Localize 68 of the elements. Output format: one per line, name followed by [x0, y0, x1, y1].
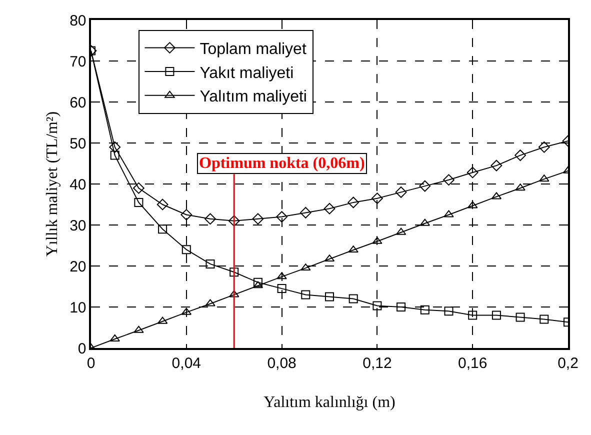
- point: [515, 184, 526, 191]
- point: [490, 160, 502, 172]
- point: [324, 202, 336, 214]
- point: [228, 215, 240, 227]
- point: [276, 211, 288, 222]
- point: [372, 192, 383, 204]
- point: [395, 186, 407, 198]
- point: [230, 268, 239, 277]
- point: [206, 259, 215, 268]
- point: [276, 272, 287, 280]
- y-tick-label: 80: [70, 12, 86, 30]
- point: [444, 210, 454, 218]
- point: [348, 196, 360, 208]
- point: [466, 166, 478, 178]
- point: [109, 141, 121, 153]
- point: [277, 284, 286, 294]
- legend-label: Toplam maliyet: [200, 40, 307, 58]
- y-tick-label: 60: [70, 94, 86, 112]
- point: [443, 174, 454, 186]
- point: [158, 224, 168, 234]
- point: [419, 180, 431, 192]
- point: [301, 290, 310, 300]
- point: [133, 182, 144, 194]
- point: [444, 306, 454, 316]
- point: [372, 236, 382, 244]
- point: [156, 198, 168, 210]
- point: [300, 207, 312, 218]
- point: [182, 245, 191, 254]
- point: [516, 312, 525, 322]
- point: [110, 334, 120, 342]
- x-tick-label: 0,2: [558, 354, 578, 372]
- point: [540, 314, 549, 324]
- x-axis-title: Yalıtım kalınlığı (m): [264, 394, 396, 411]
- y-tick-label: 10: [70, 299, 86, 316]
- point: [348, 246, 358, 253]
- x-tick-label: 0,08: [267, 354, 296, 372]
- y-tick-label: 70: [70, 53, 86, 70]
- point: [539, 174, 550, 182]
- point: [252, 213, 264, 225]
- point: [325, 292, 334, 302]
- point: [134, 198, 144, 207]
- point: [396, 302, 406, 312]
- point: [204, 213, 216, 225]
- point: [110, 150, 120, 160]
- ref-line-label: Optimum nokta (0,06m): [199, 155, 365, 172]
- point: [253, 278, 262, 287]
- point: [538, 141, 550, 153]
- point: [300, 264, 311, 271]
- point: [180, 209, 192, 220]
- legend-label: Yalıtım maliyeti: [200, 88, 307, 106]
- point: [420, 305, 430, 314]
- y-axis-title: Yıllık maliyet (TL/m²): [44, 111, 61, 257]
- x-tick-label: 0,16: [458, 354, 488, 372]
- point: [134, 326, 144, 333]
- y-tick-label: 20: [70, 258, 86, 276]
- point: [372, 301, 382, 310]
- point: [348, 294, 358, 304]
- point: [468, 310, 478, 320]
- legend-label: Yakıt maliyeti: [200, 64, 294, 82]
- y-tick-label: 0: [78, 340, 86, 358]
- y-tick-label: 30: [70, 217, 86, 234]
- y-tick-label: 40: [70, 176, 86, 194]
- point: [492, 310, 501, 320]
- x-tick-label: 0,04: [172, 354, 201, 372]
- x-tick-label: 0,12: [362, 354, 392, 372]
- point: [514, 150, 526, 161]
- y-tick-label: 50: [70, 135, 86, 152]
- point: [205, 299, 216, 306]
